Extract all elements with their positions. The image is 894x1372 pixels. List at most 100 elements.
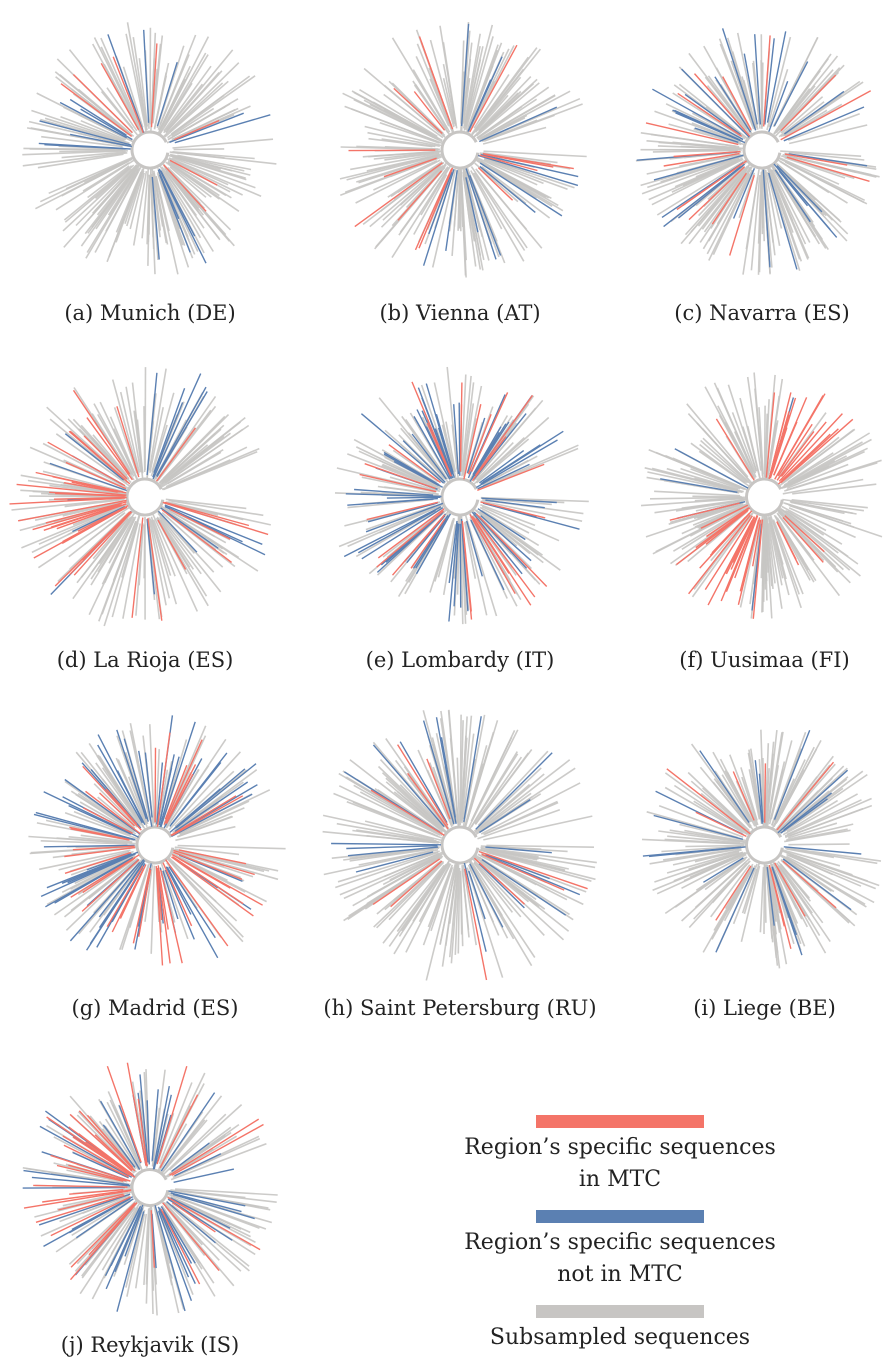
- tree-branch: [69, 1113, 133, 1172]
- tree-branch: [739, 519, 760, 592]
- tree-branch: [153, 170, 169, 245]
- tree-branch: [163, 1202, 203, 1246]
- tree-branch: [474, 855, 525, 895]
- tree-branch: [162, 62, 240, 138]
- tree-branch: [673, 851, 746, 882]
- tree-branch: [672, 141, 744, 150]
- tree-branch: [64, 498, 125, 508]
- tree-branch: [68, 804, 132, 835]
- tree-branch: [68, 1199, 138, 1265]
- tree-branch: [171, 856, 254, 917]
- tree-branch: [777, 769, 849, 834]
- tree-branch: [722, 76, 752, 131]
- caption-i: (i) Liege (BE): [693, 996, 836, 1020]
- tree-branch: [464, 868, 488, 981]
- tree-branch: [343, 853, 441, 900]
- tree-branch: [82, 162, 130, 192]
- tree-branch: [765, 517, 773, 587]
- tree-branch: [786, 463, 849, 490]
- tree-branch: [783, 441, 863, 487]
- tree-branch: [338, 772, 441, 835]
- tree-branch: [11, 498, 122, 511]
- tree-branch: [770, 169, 807, 245]
- tree-branch: [425, 864, 456, 981]
- tree-branch: [471, 511, 523, 575]
- tree-branch: [364, 125, 442, 147]
- tree-branch: [385, 777, 447, 834]
- tree-branch: [106, 87, 138, 132]
- tree-branch: [780, 90, 872, 141]
- tree-branch: [99, 1100, 141, 1170]
- tree-branch: [157, 510, 198, 553]
- tree-branch: [783, 773, 868, 833]
- tree-branch: [469, 860, 536, 958]
- tree-branch: [766, 36, 792, 131]
- tree-branch: [46, 406, 128, 481]
- tree-branch: [418, 167, 454, 249]
- tree-branch: [174, 850, 254, 878]
- tree-branch: [377, 498, 434, 504]
- tree-branch: [781, 436, 840, 484]
- legend-swatch-subsampled: [536, 1305, 704, 1318]
- tree-branch: [764, 413, 768, 478]
- tree-branch: [706, 85, 746, 131]
- tree-branch: [22, 150, 128, 156]
- tree-branch: [151, 176, 160, 260]
- tree-branch: [17, 499, 127, 522]
- tree-branch: [85, 790, 141, 835]
- tree-branch: [461, 715, 473, 824]
- tree-branch: [467, 864, 500, 936]
- tree-branch: [485, 846, 552, 854]
- tree-branch: [702, 437, 751, 485]
- tree-branch: [422, 168, 455, 266]
- tree-branch: [156, 1065, 188, 1165]
- tree-branch: [783, 106, 865, 142]
- tree-branch: [354, 162, 443, 228]
- tree-branch: [165, 1201, 242, 1272]
- tree-branch: [60, 116, 125, 142]
- tree-branch: [786, 799, 862, 836]
- tree-branch: [663, 165, 742, 228]
- tree-branch: [469, 175, 502, 256]
- tree-branch: [695, 507, 751, 549]
- tree-branch: [480, 513, 544, 564]
- tree-branch: [133, 410, 144, 479]
- tree-branch: [165, 498, 247, 510]
- tree-branch: [389, 854, 440, 881]
- tree-branch: [782, 860, 837, 909]
- tree-branch: [161, 1119, 208, 1174]
- tree-branch: [668, 123, 742, 146]
- tree-branch: [677, 92, 742, 137]
- panel-f: (f) Uusimaa (FI): [635, 352, 894, 692]
- tree-branch: [356, 829, 439, 843]
- tree-branch: [422, 720, 455, 825]
- tree-branch: [684, 829, 744, 842]
- tree-branch: [462, 168, 482, 256]
- tree-branch: [431, 169, 457, 268]
- tree-branch: [461, 523, 472, 612]
- tree-branch: [157, 169, 180, 220]
- tree-branch: [104, 1205, 142, 1277]
- tree-branch: [653, 814, 744, 840]
- tree-branch: [769, 514, 802, 609]
- tree-branch: [768, 868, 788, 965]
- tree-branch: [762, 520, 765, 613]
- tree-g: [28, 715, 286, 966]
- tree-branch: [111, 522, 139, 618]
- caption-g: (g) Madrid (ES): [71, 996, 239, 1020]
- tree-branch: [479, 162, 563, 217]
- tree-branch: [434, 428, 453, 475]
- tree-branch: [125, 33, 147, 132]
- tree-branch: [150, 424, 168, 477]
- tree-branch: [463, 716, 482, 823]
- tree-branch: [111, 379, 140, 476]
- tree-branch: [463, 862, 487, 952]
- tree-branch: [772, 519, 804, 595]
- tree-branch: [164, 501, 250, 527]
- tree-branch: [168, 1190, 246, 1207]
- tree-branch: [162, 1211, 193, 1264]
- tree-branch: [79, 1202, 141, 1295]
- tree-branch: [70, 1202, 136, 1268]
- tree-branch: [781, 505, 827, 532]
- tree-branch: [340, 146, 440, 151]
